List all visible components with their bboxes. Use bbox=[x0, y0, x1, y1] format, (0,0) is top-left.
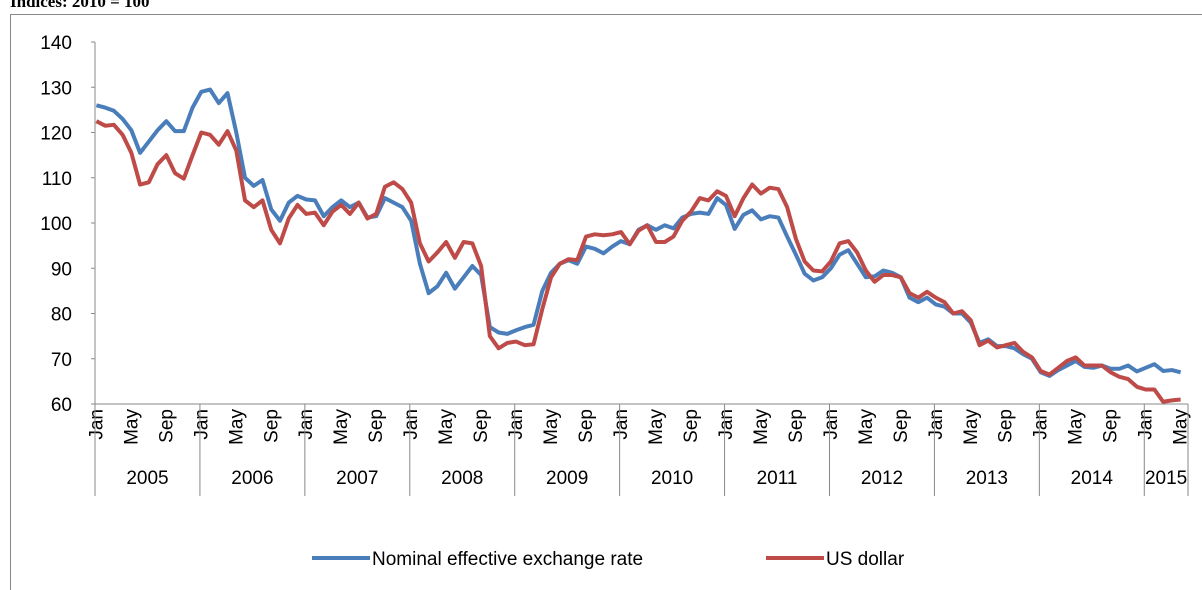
y-tick-label: 90 bbox=[51, 259, 72, 280]
y-tick-label: 140 bbox=[40, 33, 72, 54]
x-tick-label: Sep bbox=[996, 409, 1017, 443]
chart-subtitle: Indices: 2010 = 100 bbox=[10, 0, 150, 11]
x-tick-label: Sep bbox=[891, 409, 912, 443]
x-tick-label: May bbox=[646, 409, 667, 445]
x-tick-label: May bbox=[121, 409, 142, 445]
y-tick-label: 110 bbox=[42, 169, 72, 190]
x-tick-label: May bbox=[1066, 409, 1087, 445]
year-label: 2013 bbox=[966, 468, 1008, 489]
x-tick-label: Sep bbox=[1101, 409, 1122, 443]
x-tick-label: May bbox=[961, 409, 982, 445]
x-tick-label: May bbox=[751, 409, 772, 445]
year-label: 2010 bbox=[651, 468, 693, 489]
y-tick-label: 120 bbox=[40, 124, 72, 145]
x-tick-label: May bbox=[226, 409, 247, 445]
x-tick-label: May bbox=[1171, 409, 1192, 445]
x-tick-label: Sep bbox=[471, 409, 492, 443]
y-tick-label: 80 bbox=[51, 305, 72, 326]
y-tick-label: 70 bbox=[51, 350, 72, 371]
year-label: 2005 bbox=[126, 468, 168, 489]
x-tick-label: Jan bbox=[296, 409, 317, 440]
x-tick-label: Jan bbox=[611, 409, 632, 440]
x-tick-label: May bbox=[541, 409, 562, 445]
x-tick-label: Jan bbox=[506, 409, 527, 440]
year-label: 2012 bbox=[861, 468, 903, 489]
x-tick-label: May bbox=[436, 409, 457, 445]
x-tick-label: May bbox=[331, 409, 352, 445]
year-label: 2006 bbox=[231, 468, 273, 489]
y-tick-label: 60 bbox=[51, 395, 72, 416]
x-tick-label: Jan bbox=[926, 409, 947, 440]
chart-frame bbox=[10, 14, 1202, 590]
x-tick-label: May bbox=[856, 409, 877, 445]
year-label: 2008 bbox=[441, 468, 483, 489]
year-label: 2007 bbox=[336, 468, 378, 489]
x-tick-label: Jan bbox=[1031, 409, 1052, 440]
x-tick-label: Sep bbox=[156, 409, 177, 443]
x-tick-label: Sep bbox=[576, 409, 597, 443]
x-tick-label: Sep bbox=[681, 409, 702, 443]
y-tick-label: 130 bbox=[40, 78, 72, 99]
x-tick-label: Sep bbox=[366, 409, 387, 443]
x-tick-label: Jan bbox=[1136, 409, 1157, 440]
x-tick-label: Jan bbox=[401, 409, 422, 440]
legend-label: Nominal effective exchange rate bbox=[372, 549, 643, 570]
x-tick-label: Sep bbox=[261, 409, 282, 443]
year-label: 2015 bbox=[1145, 468, 1187, 489]
x-tick-label: Sep bbox=[786, 409, 807, 443]
x-tick-label: Jan bbox=[716, 409, 737, 440]
year-label: 2014 bbox=[1071, 468, 1114, 489]
year-label: 2011 bbox=[757, 468, 798, 489]
year-label: 2009 bbox=[546, 468, 588, 489]
x-tick-label: Jan bbox=[191, 409, 212, 440]
x-tick-label: Jan bbox=[86, 409, 107, 440]
legend-label: US dollar bbox=[826, 549, 905, 570]
y-tick-label: 100 bbox=[40, 214, 72, 235]
x-tick-label: Jan bbox=[821, 409, 842, 440]
series-line bbox=[95, 119, 1181, 404]
